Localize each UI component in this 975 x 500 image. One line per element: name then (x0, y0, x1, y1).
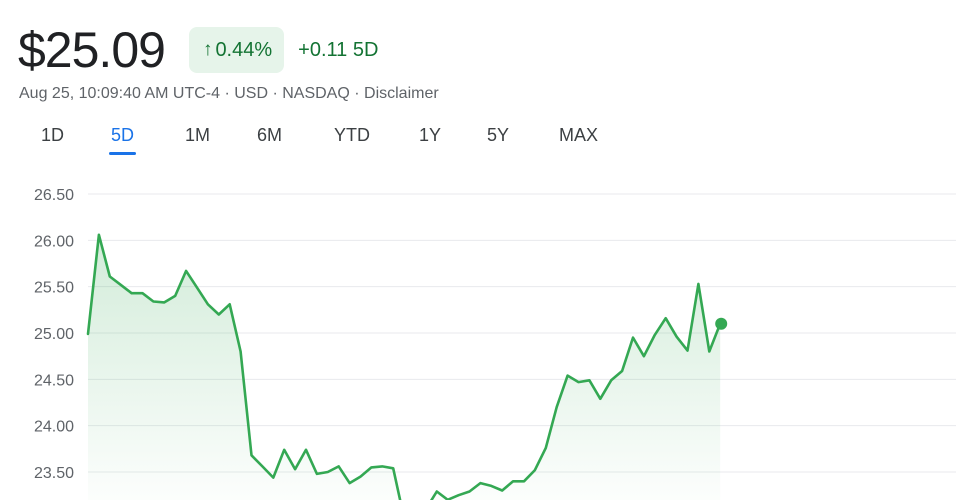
y-tick-label: 26.50 (34, 187, 74, 204)
tab-6m[interactable]: 6M (257, 125, 283, 145)
tab-1d[interactable]: 1D (41, 125, 65, 145)
tab-1m[interactable]: 1M (185, 125, 211, 145)
tab-5d[interactable]: 5D (108, 120, 137, 155)
percent-change-value: 0.44% (215, 38, 273, 61)
price-line (86, 233, 722, 500)
absolute-change: +0.11 5D (298, 38, 379, 61)
y-tick-label: 26.00 (34, 233, 74, 250)
y-tick-label: 25.50 (34, 280, 74, 297)
y-axis-ticks: 26.50 26.00 25.50 25.00 24.50 24.00 23.50 (34, 187, 74, 482)
tab-1y[interactable]: 1Y (419, 125, 442, 145)
percent-change-badge: ↑ 0.44% (188, 27, 285, 73)
price-chart[interactable]: 26.50 26.00 25.50 25.00 24.50 24.00 23.50 (0, 160, 975, 500)
y-tick-label: 24.50 (34, 372, 74, 389)
last-price-dot[interactable] (715, 317, 728, 330)
tab-ytd[interactable]: YTD (334, 125, 370, 145)
tab-max[interactable]: MAX (559, 125, 599, 145)
quote-meta: Aug 25, 10:09:40 AM UTC-4 · USD · NASDAQ… (19, 85, 439, 102)
tab-5y[interactable]: 5Y (487, 125, 510, 145)
price-area (88, 234, 721, 500)
y-tick-label: 23.50 (34, 465, 74, 482)
y-tick-label: 25.00 (34, 326, 74, 343)
current-price: $25.09 (18, 22, 166, 78)
grid-layer (88, 193, 956, 473)
arrow-up-icon: ↑ (202, 39, 213, 60)
y-tick-label: 24.00 (34, 419, 74, 436)
price-row: $25.09 ↑ 0.44% +0.11 5D (18, 20, 378, 80)
